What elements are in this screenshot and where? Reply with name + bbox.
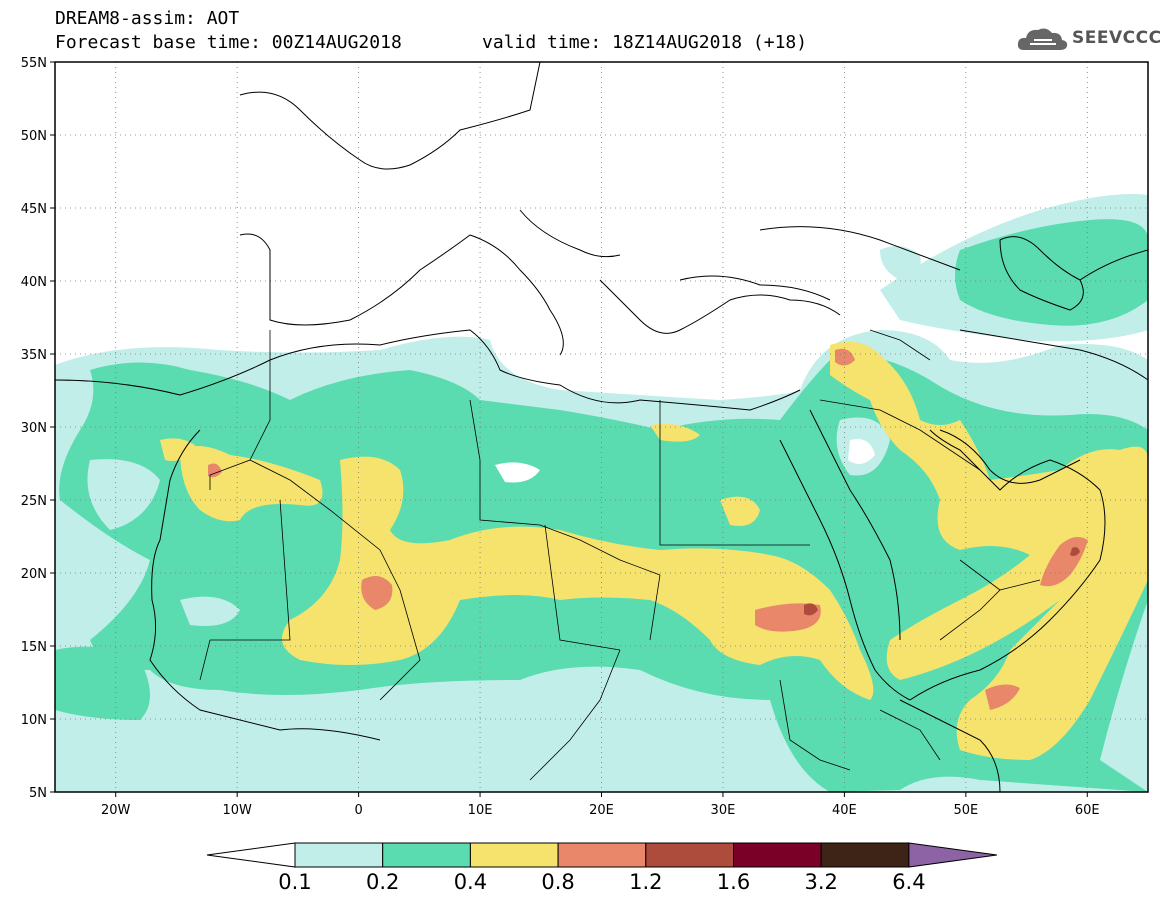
lat-tick-label: 30N <box>21 421 47 436</box>
lon-tick-label: 30E <box>711 803 736 818</box>
valid-time: valid time: 18Z14AUG2018 (+18) <box>482 32 808 53</box>
colorbar: 0.1 0.2 0.4 0.8 1.2 1.6 3.2 6.4 <box>206 842 997 894</box>
colorbar-arrow-low <box>206 842 296 868</box>
colorbar-label: 0.1 <box>278 870 311 894</box>
lat-tick-label: 40N <box>21 275 47 290</box>
colorbar-swatch <box>645 842 734 868</box>
country-borders <box>199 329 1041 781</box>
aot-contour-clear <box>495 439 875 483</box>
lon-tick-label: 50E <box>953 803 978 818</box>
colorbar-label: 0.8 <box>541 870 574 894</box>
colorbar-arrow-high <box>908 842 997 868</box>
colorbar-label: 3.2 <box>804 870 837 894</box>
lon-tick-label: 40E <box>832 803 857 818</box>
colorbar-label: 0.4 <box>454 870 487 894</box>
lat-tick-label: 20N <box>21 567 47 582</box>
colorbar-swatch <box>733 842 822 868</box>
lat-tick-label: 25N <box>21 494 47 509</box>
aot-field <box>55 62 1148 792</box>
colorbar-swatch <box>469 842 559 868</box>
logo-text: SEEVCCC <box>1072 28 1162 48</box>
map-title: DREAM8-assim: AOT <box>55 8 240 29</box>
lat-tick-label: 45N <box>21 202 47 217</box>
colorbar-label: 0.2 <box>366 870 399 894</box>
lon-tick-label: 10W <box>222 803 252 818</box>
colorbar-swatch <box>557 842 647 868</box>
colorbar-swatch <box>382 842 471 868</box>
colorbar-swatch <box>820 842 910 868</box>
lon-tick-label: 20W <box>101 803 131 818</box>
aot-contour-1.2 <box>804 547 1080 616</box>
forecast-base-time: Forecast base time: 00Z14AUG2018 <box>55 32 402 53</box>
lat-tick-label: 5N <box>29 786 47 801</box>
coastlines <box>55 62 1148 792</box>
colorbar-swatch <box>294 842 384 868</box>
lon-tick-label: 20E <box>589 803 614 818</box>
lat-tick-label: 50N <box>21 129 47 144</box>
lon-tick-label: 10E <box>468 803 493 818</box>
lon-tick-label: 60E <box>1075 803 1100 818</box>
map-grid <box>55 62 1148 792</box>
lat-tick-label: 55N <box>21 56 47 71</box>
colorbar-label: 1.6 <box>717 870 750 894</box>
lat-tick-label: 35N <box>21 348 47 363</box>
lon-tick-label: 0 <box>354 803 362 818</box>
seevccc-logo: SEEVCCC <box>1016 24 1161 54</box>
colorbar-label: 6.4 <box>892 870 925 894</box>
colorbar-label: 1.2 <box>629 870 662 894</box>
lat-tick-label: 15N <box>21 640 47 655</box>
axis-ticks: 20W 10W 0 10E 20E 30E 40E 50E 60E 55N 50N 45N 40N 35N… <box>21 56 1100 818</box>
cloud-icon <box>1017 28 1068 50</box>
lat-tick-label: 10N <box>21 713 47 728</box>
